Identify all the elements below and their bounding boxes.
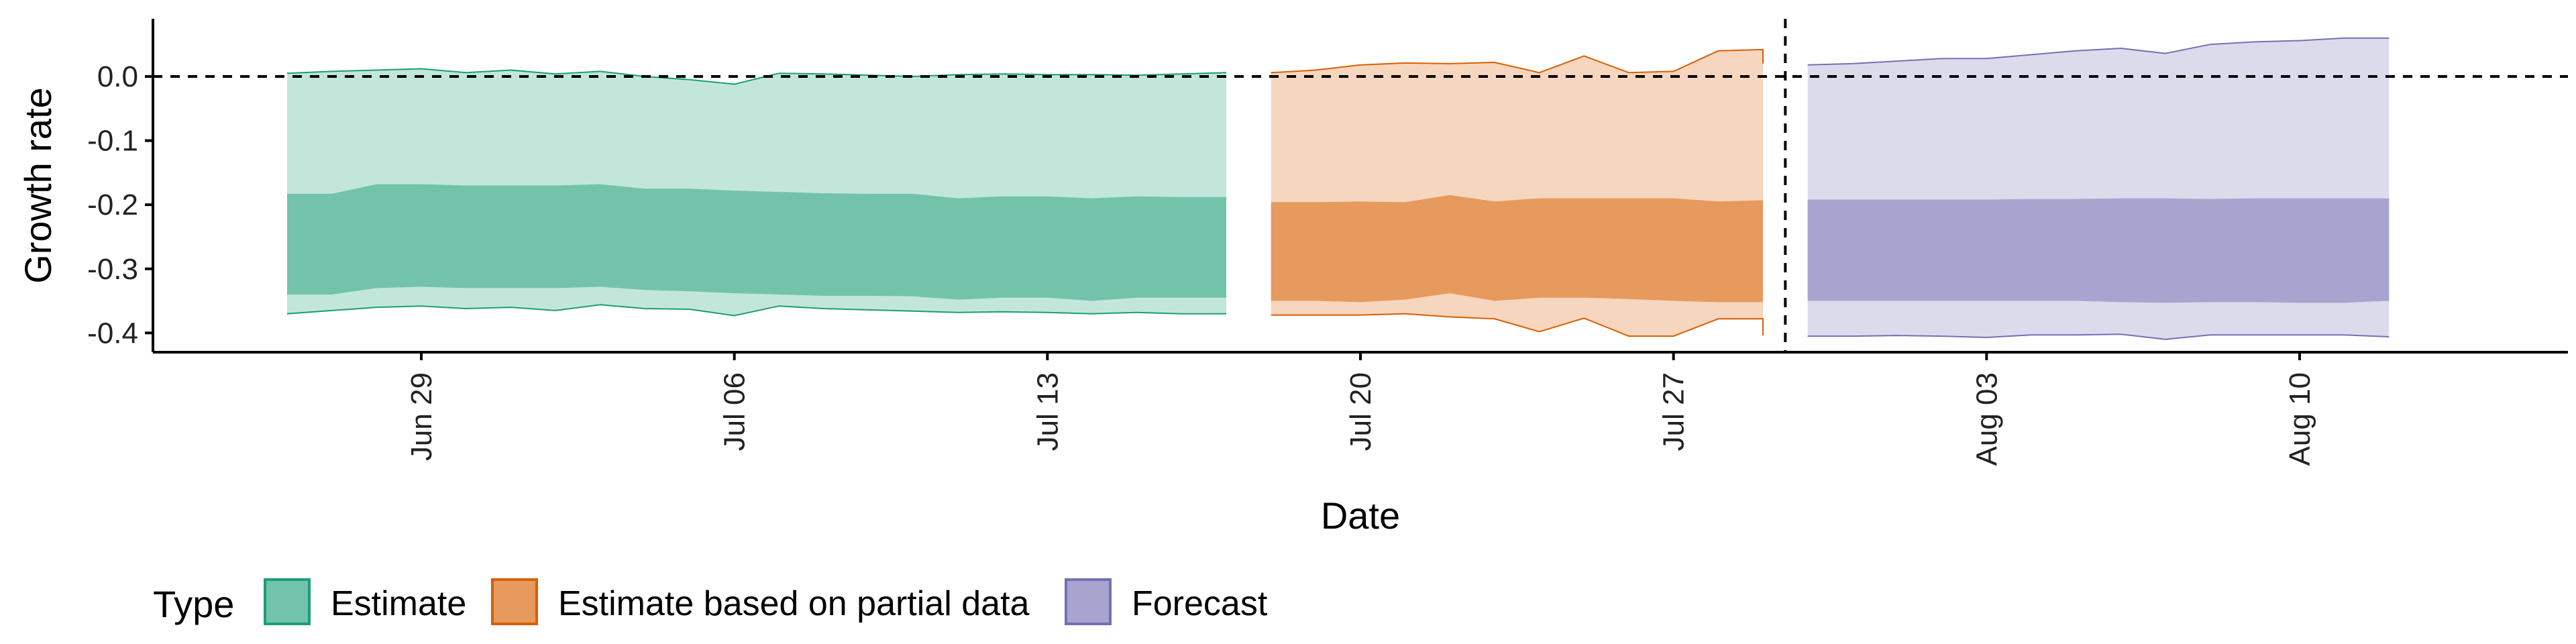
plot-area <box>153 19 2568 352</box>
axes: 0.0 -0.1 -0.2 -0.3 -0.4 Jun 29 Jul 06 Jul 13 Jul… <box>87 19 2568 466</box>
x-tick-label: Aug 10 <box>2284 372 2316 466</box>
band-inner-estimate-based-on-partial-data <box>1271 195 1763 303</box>
x-tick-label: Aug 03 <box>1970 372 2003 466</box>
legend-key-estimate <box>264 578 311 625</box>
y-tick-label: -0.4 <box>87 317 138 350</box>
x-tick-label: Jul 13 <box>1031 372 1064 451</box>
band-outer-lower-line-estimate-based-on-partial-data <box>1271 313 1764 337</box>
legend-label-forecast: Forecast <box>1132 584 1268 623</box>
y-tick-label: -0.2 <box>87 189 138 221</box>
legend-label-estimate-based-on-partial-data: Estimate based on partial data <box>558 584 1030 623</box>
band-outer-upper-line-estimate-based-on-partial-data <box>1271 48 1764 74</box>
band-outer-upper-line-forecast <box>1807 37 2390 66</box>
band-outer-lower-line-estimate <box>286 304 1226 317</box>
x-tick-label: Jun 29 <box>405 372 438 461</box>
legend-title: Type <box>153 583 234 625</box>
legend: Type Estimate Estimate based on partial d… <box>153 578 1268 625</box>
x-tick-label: Jul 06 <box>718 372 751 451</box>
band-inner-estimate <box>287 184 1226 301</box>
x-tick-label: Jul 27 <box>1658 372 1690 451</box>
legend-key-estimate-based-on-partial-data <box>491 578 538 625</box>
y-tick-label: -0.3 <box>87 253 138 286</box>
legend-label-estimate: Estimate <box>331 584 466 623</box>
y-axis-title: Growth rate <box>17 87 59 284</box>
band-outer-upper-line-estimate <box>286 68 1227 85</box>
legend-key-forecast <box>1065 578 1112 625</box>
y-tick-label: -0.1 <box>87 125 138 158</box>
band-outer-lower-line-forecast <box>1807 333 2390 340</box>
band-inner-forecast <box>1807 198 2390 303</box>
y-tick-label: 0.0 <box>97 60 138 93</box>
x-axis-title: Date <box>1321 494 1400 537</box>
x-tick-label: Jul 20 <box>1344 372 1377 451</box>
